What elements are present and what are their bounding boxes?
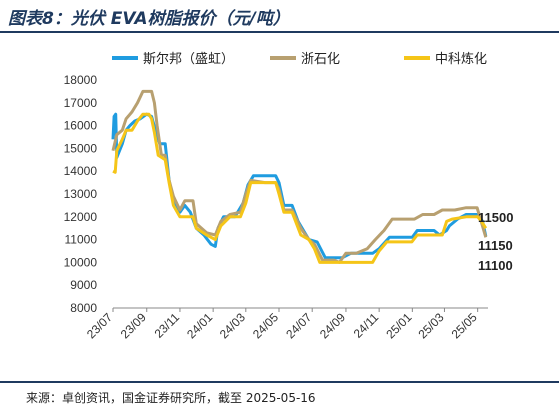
- x-tick-label: 24/09: [317, 310, 348, 341]
- y-tick-label: 8000: [70, 301, 97, 315]
- y-tick-label: 11000: [65, 233, 98, 247]
- x-tick-label: 25/05: [449, 310, 480, 341]
- x-tick-label: 23/09: [118, 310, 149, 341]
- x-tick-label: 24/03: [217, 310, 248, 341]
- x-tick-label: 23/11: [152, 310, 183, 341]
- series-line-3: [112, 112, 488, 264]
- y-tick-label: 16000: [64, 119, 98, 133]
- legend-label: 浙石化: [301, 52, 340, 67]
- y-tick-label: 17000: [64, 96, 98, 110]
- figure-title: 图表8：光伏 EVA树脂报价（元/吨）: [8, 9, 290, 29]
- price-line-chart: 8000 9000 10000 11000 12000 13000 14000 15000 16…: [64, 52, 514, 341]
- end-value-label: 11500: [478, 210, 513, 225]
- x-tick-label: 24/05: [250, 310, 281, 341]
- y-tick-label: 14000: [64, 164, 98, 178]
- x-tick-label: 25/01: [383, 310, 414, 341]
- title-underline: [0, 31, 559, 33]
- y-tick-label: 12000: [64, 210, 98, 224]
- x-tick-label: 24/07: [283, 310, 314, 341]
- y-tick-label: 9000: [70, 278, 97, 292]
- y-tick-label: 18000: [64, 73, 98, 87]
- y-tick-label: 10000: [64, 255, 98, 269]
- y-tick-label: 13000: [64, 187, 98, 201]
- x-tick-label: 24/11: [351, 310, 382, 341]
- end-value-label: 11150: [478, 238, 513, 253]
- end-value-label: 11100: [478, 258, 513, 273]
- legend-label: 中科炼化: [435, 52, 487, 67]
- source-rule: [0, 381, 559, 383]
- legend-label: 斯尔邦（盛虹）: [143, 52, 234, 67]
- source-note: 来源：卓创资讯，国金证券研究所，截至 2025-05-16: [26, 391, 316, 405]
- x-tick-label: 25/03: [415, 310, 446, 341]
- y-tick-label: 15000: [64, 141, 98, 155]
- x-tick-label: 24/01: [184, 310, 215, 341]
